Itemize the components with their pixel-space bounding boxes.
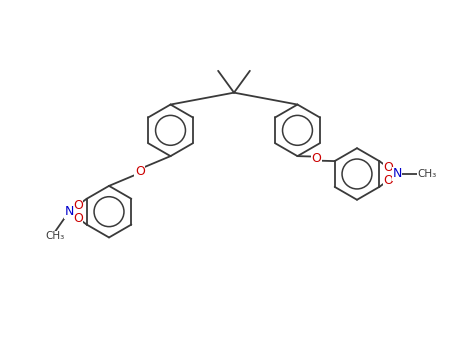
Text: CH₃: CH₃ (417, 169, 436, 179)
Text: O: O (383, 174, 393, 187)
Text: O: O (135, 164, 145, 178)
Text: O: O (73, 199, 83, 212)
Text: N: N (392, 168, 402, 181)
Text: CH₃: CH₃ (45, 232, 65, 241)
Text: O: O (383, 161, 393, 174)
Text: N: N (65, 205, 74, 218)
Text: O: O (311, 152, 321, 165)
Text: O: O (73, 212, 83, 225)
